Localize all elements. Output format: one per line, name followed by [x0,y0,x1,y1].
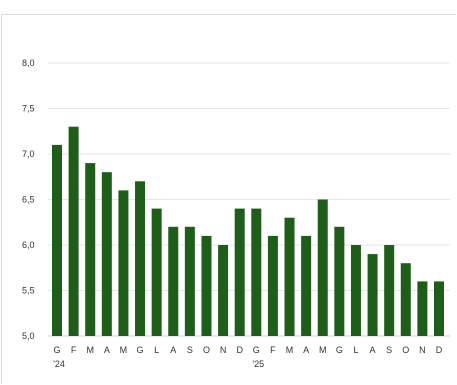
bar [218,245,229,336]
bar [251,208,262,336]
x-year-label: '25 [252,359,264,369]
y-tick-label: 6,0 [22,240,35,250]
bar [52,144,62,336]
bar [267,235,278,336]
bar [85,163,96,336]
x-tick-label: L [353,345,358,355]
x-tick-label: G [137,345,144,355]
bar [400,263,411,336]
bar [350,245,361,336]
x-tick-label: S [187,345,193,355]
x-tick-label: M [86,345,94,355]
y-tick-label: 7,5 [22,104,35,114]
x-tick-label: F [71,345,77,355]
y-tick-label: 8,0 [22,58,35,68]
bars [52,126,444,336]
x-tick-label: L [154,345,159,355]
x-tick-label: N [419,345,426,355]
bar [68,126,79,336]
bar [118,190,129,336]
x-tick-label: N [220,345,227,355]
x-tick-label: O [203,345,210,355]
y-tick-label: 5,0 [22,331,35,341]
bar [151,208,162,336]
bar [201,235,212,336]
y-axis-ticks: 5,0 5,5 6,0 6,5 7,0 7,5 8,0 [22,58,35,341]
bar [284,217,295,336]
bar [367,254,378,336]
x-tick-label: A [370,345,376,355]
bar [101,172,112,336]
y-tick-label: 5,5 [22,286,35,296]
x-tick-label: F [270,345,276,355]
bar [317,199,328,336]
x-tick-label: A [104,345,110,355]
y-tick-label: 7,0 [22,149,35,159]
x-tick-label: D [236,345,243,355]
x-tick-label: O [402,345,409,355]
bar [234,208,245,336]
x-tick-label: D [436,345,443,355]
x-tick-label: M [120,345,128,355]
x-tick-label: S [386,345,392,355]
bar [384,245,395,336]
x-axis-ticks: G F M A M G L A S O N D G F M A M G L A S O N D'24'25 [53,345,443,369]
chart-panel [1,14,456,384]
bar [168,226,179,336]
bar [334,226,345,336]
x-tick-label: M [319,345,327,355]
bar [417,281,428,336]
x-tick-label: M [286,345,294,355]
bar [434,281,444,336]
x-tick-label: G [53,345,60,355]
grid-lines [48,62,450,337]
bar [184,226,195,336]
x-tick-label: G [253,345,260,355]
x-year-label: '24 [53,359,65,369]
x-tick-label: G [336,345,343,355]
x-tick-label: A [303,345,309,355]
x-tick-label: A [170,345,176,355]
y-tick-label: 6,5 [22,195,35,205]
bar [135,181,146,336]
bar [301,235,312,336]
